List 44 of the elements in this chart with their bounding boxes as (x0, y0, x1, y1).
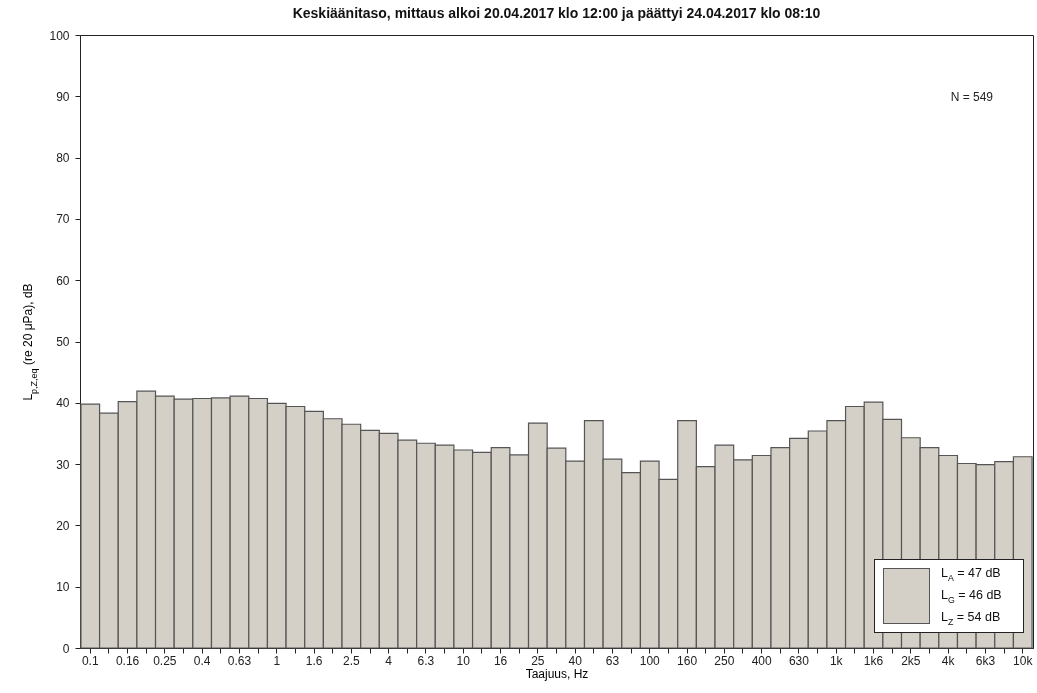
x-tick-label: 0.4 (193, 653, 211, 668)
x-tick-label: 1k6 (863, 653, 884, 668)
x-tick-label: 2.5 (343, 653, 361, 668)
x-tick-label: 40 (568, 653, 583, 668)
y-tick-label: 0 (62, 641, 70, 656)
x-tick-label: 10 (456, 653, 471, 668)
annotation: L$_{G}$ = 46 dB (941, 587, 1002, 606)
x-tick-label: 0.1 (81, 653, 99, 668)
y-tick-label: 90 (56, 89, 70, 104)
x-tick-label: 6.3 (417, 653, 435, 668)
x-tick-label: 630 (788, 653, 810, 668)
x-tick-label: 0.63 (227, 653, 252, 668)
y-tick-label: 70 (56, 212, 70, 227)
x-tick-label: 400 (751, 653, 772, 668)
x-tick-label: 0.16 (115, 653, 140, 668)
y-tick-label: 30 (56, 457, 70, 472)
x-axis-title: Taajuus, Hz (525, 666, 589, 681)
annotation: N = 549 (950, 90, 994, 104)
y-tick-label: 80 (56, 151, 70, 166)
y-tick-label: 40 (56, 396, 70, 411)
x-tick-label: 4k (941, 653, 956, 668)
x-tick-label: 1 (273, 653, 281, 668)
x-tick-label: 1.6 (305, 653, 323, 668)
x-tick-label: 10k (1013, 653, 1034, 668)
x-tick-label: 1k (829, 653, 844, 668)
x-tick-label: 63 (605, 653, 620, 668)
y-tick-label: 20 (56, 518, 70, 533)
y-tick-label: 60 (56, 273, 70, 288)
x-tick-label: 25 (531, 653, 545, 668)
x-tick-label: 2k5 (901, 653, 921, 668)
x-tick-label: 0.25 (153, 653, 177, 668)
annotation: L$_{A}$ = 47 dB (941, 565, 1002, 584)
y-tick-label: 50 (56, 335, 70, 349)
x-tick-label: 16 (493, 653, 508, 668)
y-tick-label: 100 (49, 28, 70, 43)
x-tick-label: 250 (714, 653, 735, 668)
x-tick-label: 4 (385, 653, 393, 668)
key-box: L$_{A}$ = 47 dB L$_{G}$ = 46 dB L$_{Z}$ = 54 dB (874, 559, 1024, 633)
y-tick-label: 10 (56, 580, 70, 595)
annotation: L$_{Z}$ = 54 dB (941, 609, 1002, 628)
x-tick-label: 6k3 (975, 653, 996, 668)
x-tick-label: 160 (677, 653, 698, 668)
x-tick-label: 100 (639, 653, 661, 668)
chart-title: Keskiäänitaso, mittaus alkoi 20.04.2017 klo 12:00 ja päättyi 24.04.2017 klo 08:10 (292, 5, 821, 21)
